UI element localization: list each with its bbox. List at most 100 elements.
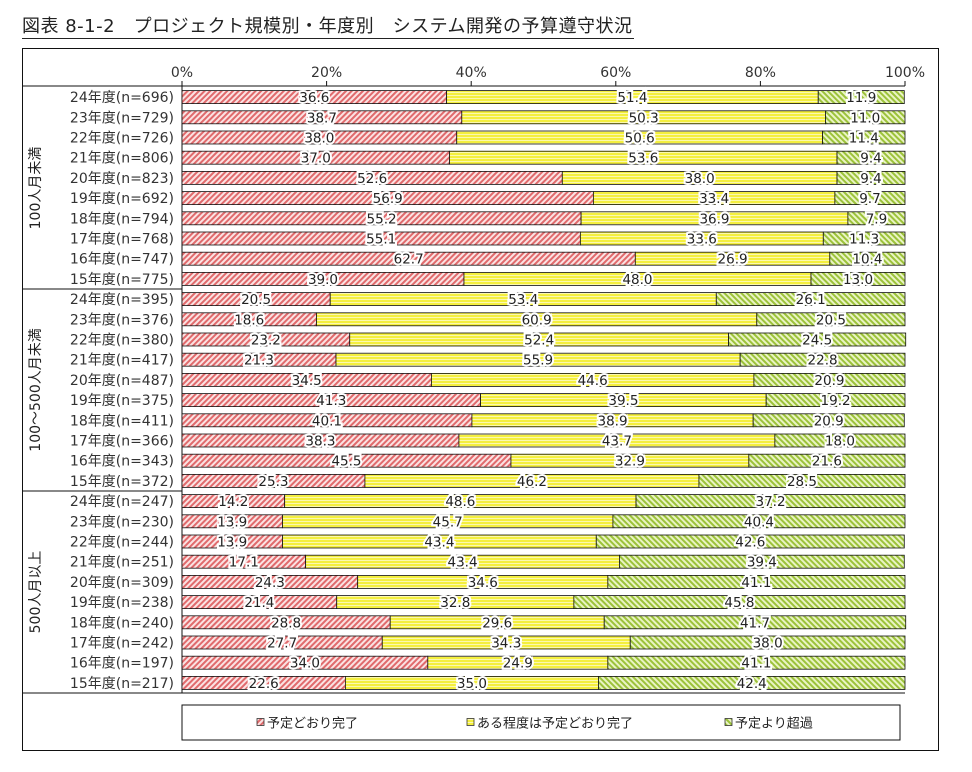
row-label: 18年度(n=794)	[70, 211, 174, 227]
data-label: 26.1	[796, 292, 826, 308]
data-label: 44.6	[578, 373, 608, 389]
bar-segment-over-budget	[810, 271, 906, 286]
row-label: 19年度(n=375)	[70, 393, 174, 409]
row-label: 23年度(n=729)	[70, 110, 174, 126]
bar-segment-over-budget	[629, 635, 906, 650]
bar-segment-over-budget	[774, 433, 906, 448]
row-label: 20年度(n=487)	[70, 373, 174, 389]
bar-segment-over-budget	[752, 413, 905, 428]
data-label: 33.4	[699, 191, 729, 207]
data-label: 55.1	[366, 232, 396, 248]
row-label: 19年度(n=692)	[70, 191, 174, 207]
data-label: 24.9	[503, 656, 533, 672]
data-label: 39.4	[747, 555, 777, 571]
data-label: 21.4	[244, 595, 274, 611]
row-label: 24年度(n=696)	[70, 90, 174, 106]
data-label: 34.0	[290, 656, 320, 672]
row-label: 22年度(n=726)	[70, 131, 174, 147]
data-label: 13.0	[843, 272, 873, 288]
data-label: 27.7	[267, 636, 297, 652]
legend-label: 予定より超過	[735, 717, 813, 732]
data-label: 18.0	[825, 434, 855, 450]
data-label: 42.4	[737, 676, 767, 692]
x-tick-label: 60%	[600, 65, 631, 81]
data-label: 11.4	[849, 131, 879, 147]
bar-segment-over-budget	[822, 231, 906, 246]
data-label: 11.0	[850, 110, 880, 126]
data-label: 21.3	[244, 353, 274, 369]
row-label: 21年度(n=251)	[70, 555, 174, 571]
row-label: 24年度(n=395)	[70, 292, 174, 308]
bar-segment-over-budget	[728, 332, 907, 347]
row-label: 18年度(n=411)	[70, 413, 174, 429]
data-label: 33.6	[687, 232, 717, 248]
row-label: 16年度(n=197)	[70, 656, 174, 672]
data-label: 50.6	[625, 131, 655, 147]
legend-swatch	[256, 718, 265, 726]
bar-segment-over-budget	[765, 393, 906, 408]
data-label: 28.5	[787, 474, 817, 490]
bar-segment-over-budget	[836, 150, 906, 165]
bar-segment-over-budget	[753, 372, 906, 387]
data-label: 32.8	[440, 595, 470, 611]
data-label: 42.6	[735, 535, 765, 551]
bar-segment-over-budget	[834, 191, 906, 206]
row-label: 17年度(n=242)	[70, 636, 174, 652]
data-label: 29.6	[482, 615, 512, 631]
data-label: 56.9	[373, 191, 403, 207]
data-label: 35.0	[457, 676, 487, 692]
row-label: 21年度(n=806)	[70, 151, 174, 167]
bar-segment-over-budget	[573, 595, 906, 609]
bar-segment-over-budget	[715, 292, 906, 307]
x-tick-label: 0%	[171, 65, 193, 81]
data-label: 38.7	[307, 110, 337, 126]
bar-segment-over-budget	[756, 312, 906, 327]
data-label: 36.6	[299, 90, 329, 106]
data-label: 38.0	[304, 131, 334, 147]
bar-segment-over-budget	[619, 554, 905, 569]
data-label: 41.7	[740, 615, 770, 631]
data-label: 45.7	[433, 514, 463, 530]
data-label: 48.6	[445, 494, 475, 510]
data-label: 38.3	[305, 434, 335, 450]
data-label: 38.9	[598, 413, 628, 429]
data-label: 48.0	[622, 272, 652, 288]
data-label: 45.5	[331, 454, 361, 470]
row-label: 21年度(n=417)	[70, 353, 174, 369]
legend: 予定どおり完了 ある程度は予定どおり完了 予定より超過	[181, 704, 901, 741]
legend-label: ある程度は予定どおり完了	[477, 716, 633, 732]
row-label: 22年度(n=244)	[70, 535, 174, 551]
legend-label: 予定どおり完了	[267, 717, 358, 732]
data-label: 24.3	[255, 575, 285, 591]
category-labels: 100人月未満 24年度(n=696) 23年度(n=729) 22年度(n=726)…	[22, 90, 182, 692]
data-label: 24.5	[802, 333, 832, 349]
row-label: 17年度(n=366)	[70, 434, 174, 450]
bars: 36.6 51.4 11.9 38.7 50.3 11.0 38.0 50.6 11.4 37.0…	[181, 88, 907, 694]
data-label: 20.5	[816, 312, 846, 328]
x-axis: 0% 20% 40% 60% 80% 100%	[22, 65, 925, 694]
data-label: 13.9	[217, 514, 247, 530]
data-label: 34.5	[292, 373, 322, 389]
data-label: 28.8	[271, 615, 301, 631]
data-label: 41.1	[741, 656, 771, 672]
bar-segment-over-budget	[836, 170, 906, 185]
data-label: 20.5	[241, 292, 271, 308]
data-label: 41.3	[316, 393, 346, 409]
row-label: 20年度(n=823)	[70, 171, 174, 187]
bar-segment-over-budget	[825, 110, 906, 125]
bar-segment-over-budget	[612, 514, 906, 529]
x-tick-label: 80%	[745, 65, 776, 81]
data-label: 11.9	[846, 90, 876, 106]
row-label: 19年度(n=238)	[70, 595, 174, 611]
bar-segment-over-budget	[748, 453, 906, 468]
data-label: 38.0	[753, 636, 783, 652]
row-label: 16年度(n=747)	[70, 252, 174, 268]
row-label: 17年度(n=768)	[70, 232, 174, 248]
data-label: 23.2	[251, 333, 281, 349]
data-label: 38.0	[685, 171, 715, 187]
data-label: 19.2	[821, 393, 851, 409]
data-label: 43.4	[424, 535, 454, 551]
data-label: 53.6	[628, 151, 658, 167]
data-label: 53.4	[508, 292, 538, 308]
